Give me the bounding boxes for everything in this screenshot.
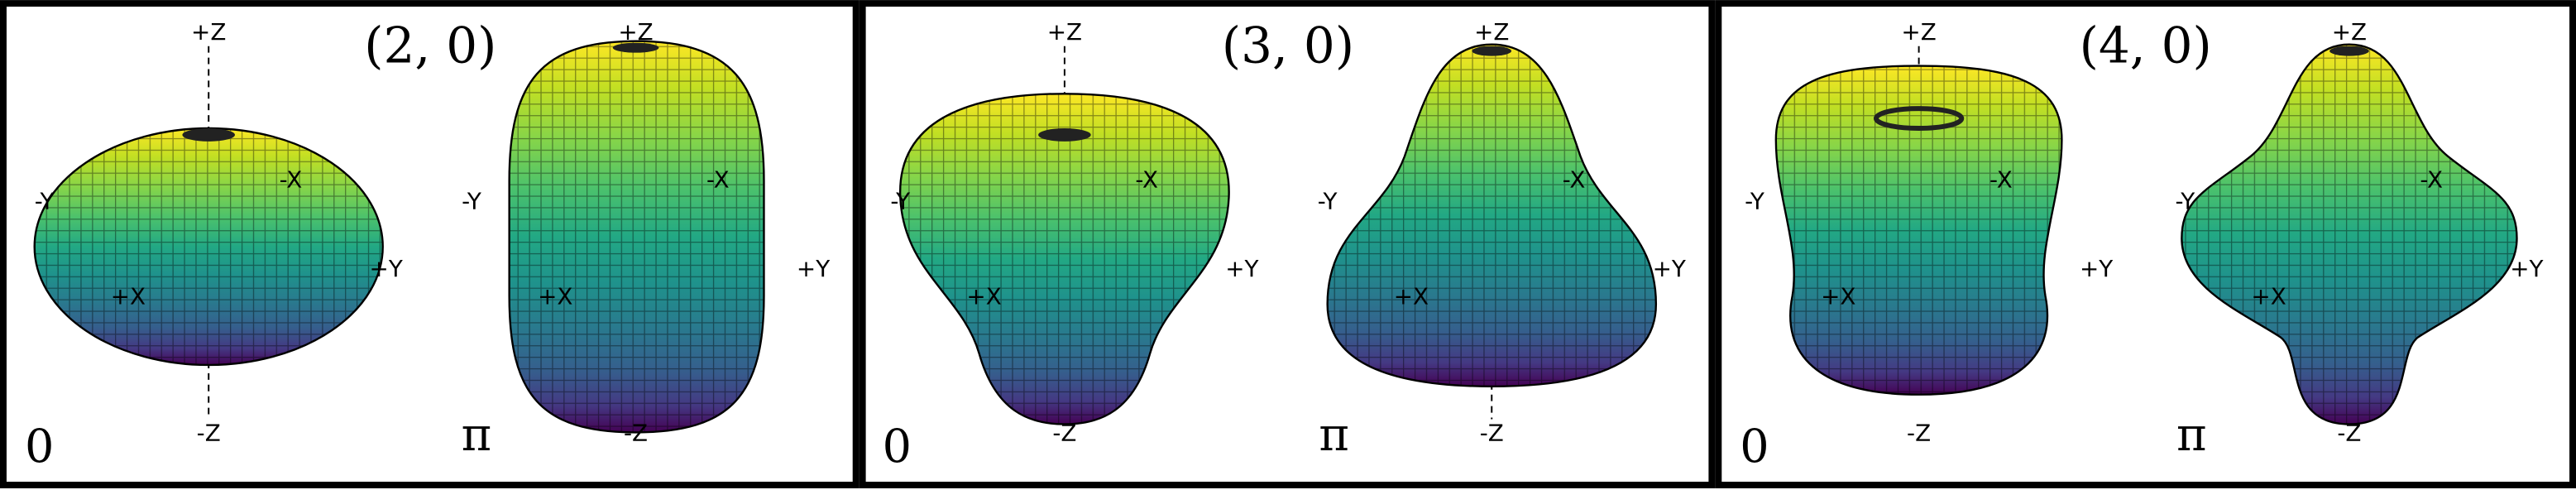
pole: [1873, 106, 1965, 131]
pole: [1038, 127, 1091, 142]
pole: [182, 127, 235, 142]
axis-label: -X: [1989, 166, 2013, 194]
axis-label: +Y: [797, 255, 831, 282]
axis-label: -Z: [197, 419, 221, 446]
axis-label: +Y: [1225, 255, 1259, 282]
axis-label: -Y: [890, 187, 911, 214]
panel-frame: [859, 0, 1716, 488]
pole: [2329, 46, 2369, 56]
axis-label: -X: [280, 166, 303, 194]
axis-label: +X: [538, 283, 572, 310]
axis-label: +X: [2251, 283, 2286, 310]
panel-title: (2, 0): [364, 18, 496, 75]
axis-label: +Y: [2510, 255, 2544, 282]
axis-label: +Z: [1901, 18, 1936, 46]
axis-label: +Y: [1653, 255, 1687, 282]
axis-label: +Z: [1047, 18, 1082, 46]
panel-title: (3, 0): [1222, 18, 1354, 75]
pole: [1472, 46, 1512, 56]
axis-label: -Z: [2337, 419, 2361, 446]
axis-label: -X: [2420, 166, 2443, 194]
phase-label: π: [2176, 408, 2207, 462]
axis-label: -Z: [624, 419, 648, 446]
axis-label: -Y: [35, 187, 55, 214]
surface-mesh: [900, 94, 1229, 425]
phase-label: 0: [883, 420, 912, 473]
axis-label: +Z: [1474, 18, 1509, 46]
surface-mesh: [1327, 44, 1656, 387]
glyph: [899, 46, 1230, 425]
panel-title: (4, 0): [2080, 18, 2212, 75]
axis-label: -X: [706, 166, 730, 194]
glyph: [33, 46, 384, 420]
axis-label: +Y: [2080, 255, 2114, 282]
axis-label: -Y: [1318, 187, 1338, 214]
glyph: [2181, 43, 2518, 425]
surface-mesh: [509, 41, 764, 433]
axis-label: -Z: [1052, 419, 1076, 446]
axis-label: -X: [1563, 166, 1586, 194]
phase-label: π: [1319, 408, 1349, 462]
axis-label: +X: [1394, 283, 1429, 310]
axis-label: +X: [1821, 283, 1855, 310]
surface-mesh: [2181, 44, 2517, 425]
glyph: [1774, 46, 2063, 396]
axis-label: -Y: [2175, 187, 2195, 214]
glyph: [1326, 43, 1658, 420]
axis-label: +X: [966, 283, 1001, 310]
axis-label: +Z: [618, 18, 653, 46]
phase-label: π: [462, 408, 492, 462]
axis-label: -Z: [1907, 419, 1931, 446]
panel-frame: [0, 0, 859, 488]
surface-mesh: [34, 127, 383, 365]
axis-label: +Y: [370, 255, 404, 282]
axis-label: -X: [1135, 166, 1158, 194]
pole: [612, 42, 659, 53]
panel-frame: [1715, 0, 2576, 488]
glyph: [508, 40, 765, 434]
axis-label: +Z: [2332, 18, 2367, 46]
phase-label: 0: [25, 420, 54, 473]
surface-mesh: [1775, 65, 2062, 395]
axis-label: -Z: [1480, 419, 1504, 446]
axis-label: +Z: [191, 18, 226, 46]
axis-label: -Y: [1745, 187, 1765, 214]
axis-label: +X: [111, 283, 146, 310]
axis-label: -Y: [462, 187, 482, 214]
phase-label: 0: [1740, 420, 1769, 473]
